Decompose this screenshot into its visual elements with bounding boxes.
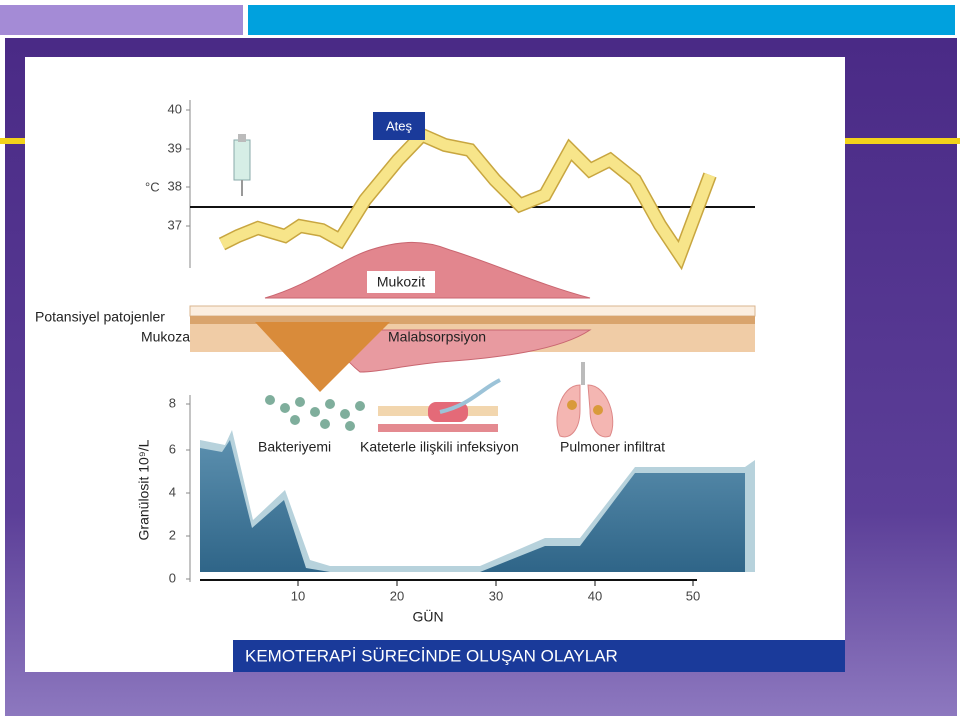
pathogen-funnel bbox=[255, 322, 390, 392]
temp-ticks: 40 39 38 37 bbox=[168, 101, 190, 232]
granulocyte-tick-label: 4 bbox=[169, 484, 176, 499]
day-tick-label: 30 bbox=[489, 588, 503, 603]
caption-bar bbox=[233, 640, 845, 672]
granulocyte-tick-label: 6 bbox=[169, 441, 176, 456]
mucosa-label: Mukoza bbox=[141, 329, 190, 345]
pathogens-label: Potansiyel patojenler bbox=[35, 309, 165, 325]
temp-tick-label: 39 bbox=[168, 140, 182, 155]
event-label: Bakteriyemi bbox=[258, 439, 331, 455]
temp-tick-label: 37 bbox=[168, 217, 182, 232]
temp-tick-label: 38 bbox=[168, 178, 182, 193]
granulocyte-tick-label: 2 bbox=[169, 527, 176, 542]
temp-tick-label: 40 bbox=[168, 101, 182, 116]
granulocyte-ticks: 8 6 4 2 0 bbox=[169, 395, 190, 585]
malabsorption-label: Malabsorpsiyon bbox=[388, 329, 486, 345]
fever-box bbox=[373, 112, 425, 140]
mucositis-box bbox=[367, 271, 435, 293]
event-labels: Bakteriyemi Kateterle ilişkili infeksiyon… bbox=[258, 439, 665, 455]
granulocyte-tick-label: 8 bbox=[169, 395, 176, 410]
day-tick-label: 10 bbox=[291, 588, 305, 603]
lungs-icon bbox=[556, 362, 614, 438]
granulocyte-tick-label: 0 bbox=[169, 570, 176, 585]
granulocyte-area bbox=[200, 440, 745, 572]
mucosa-band-mid bbox=[190, 316, 755, 324]
mucositis-label: Mukozit bbox=[377, 274, 425, 290]
bacteria-icon bbox=[265, 395, 365, 431]
syringe-icon bbox=[233, 134, 251, 196]
fever-label: Ateş bbox=[386, 118, 413, 133]
day-tick-label: 20 bbox=[390, 588, 404, 603]
top-bar-right bbox=[248, 5, 955, 35]
fever-curve bbox=[219, 128, 716, 267]
granulocyte-axis-label: Granülosit 10⁹/L bbox=[136, 439, 152, 540]
mucosa-band-top bbox=[189, 305, 756, 317]
temp-unit: °C bbox=[145, 179, 160, 194]
top-bar-left bbox=[0, 5, 243, 35]
day-tick-label: 50 bbox=[686, 588, 700, 603]
event-label: Kateterle ilişkili infeksiyon bbox=[360, 439, 519, 455]
event-label: Pulmoner infiltrat bbox=[560, 439, 665, 455]
day-ticks: 10 20 30 40 50 bbox=[291, 580, 700, 603]
mucositis-hill bbox=[264, 242, 591, 299]
caption: KEMOTERAPİ SÜRECİNDE OLUŞAN OLAYLAR bbox=[245, 646, 618, 665]
day-tick-label: 40 bbox=[588, 588, 602, 603]
day-axis-label: GÜN bbox=[412, 608, 443, 625]
catheter-icon bbox=[378, 378, 501, 432]
